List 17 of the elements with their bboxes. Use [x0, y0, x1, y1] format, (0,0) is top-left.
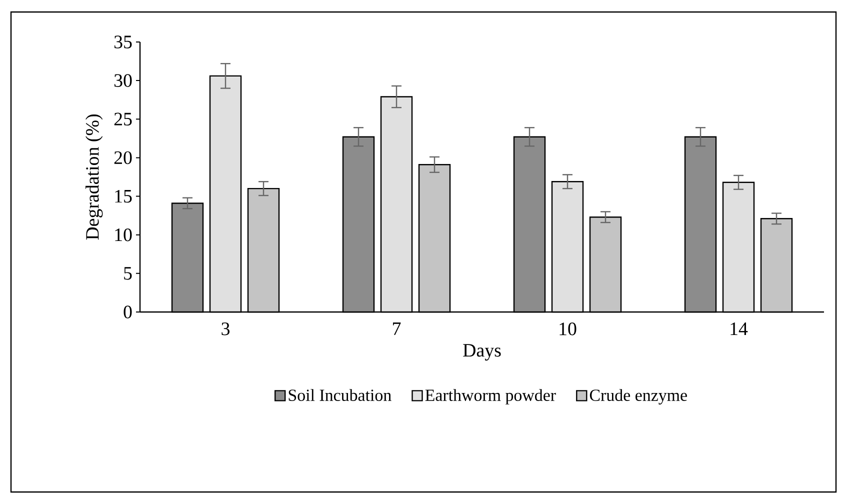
y-tick-label: 0: [124, 306, 132, 318]
y-tick-label: 35: [114, 36, 132, 48]
y-tick-label: 30: [114, 74, 132, 87]
x-tick-label: 14: [730, 322, 748, 335]
y-tick-label: 25: [114, 112, 132, 126]
y-tick-label: 10: [115, 228, 132, 242]
x-tick-label: 10: [560, 322, 576, 336]
y-tick-label: 20: [114, 151, 132, 164]
x-tick-label: 7: [393, 322, 401, 335]
legend-label: Earthworm powder: [425, 389, 556, 404]
x-tick-label: 3: [222, 322, 230, 336]
x-axis-title: Days: [463, 344, 501, 361]
y-tick-label: 15: [115, 190, 132, 203]
y-axis-title: Degradation (%): [86, 114, 103, 240]
legend-label: Soil Incubation: [288, 389, 392, 401]
y-tick-label: 5: [124, 267, 132, 280]
legend-label: Crude enzyme: [590, 389, 687, 404]
